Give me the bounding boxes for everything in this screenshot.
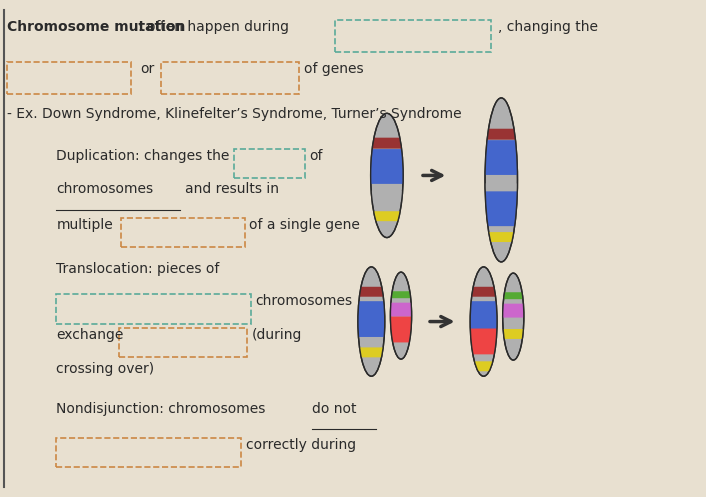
Text: of genes: of genes [304, 62, 363, 76]
Polygon shape [358, 301, 385, 337]
Text: Nondisjunction: chromosomes: Nondisjunction: chromosomes [56, 402, 266, 415]
Polygon shape [470, 301, 497, 337]
Text: Duplication: changes the: Duplication: changes the [56, 149, 230, 163]
Polygon shape [503, 292, 523, 299]
Ellipse shape [390, 272, 412, 359]
Ellipse shape [470, 267, 497, 376]
Text: or: or [140, 62, 154, 76]
Text: (during: (during [251, 328, 301, 342]
Text: do not: do not [312, 402, 357, 415]
Polygon shape [489, 232, 514, 242]
Text: of a single gene: of a single gene [249, 218, 359, 232]
Polygon shape [390, 317, 412, 342]
Polygon shape [371, 149, 403, 184]
Text: correctly during: correctly during [246, 438, 356, 452]
Text: chromosomes: chromosomes [256, 294, 353, 308]
Ellipse shape [358, 267, 385, 376]
Ellipse shape [485, 98, 517, 262]
Text: of: of [309, 149, 323, 163]
Ellipse shape [503, 273, 524, 360]
Text: and results in: and results in [185, 182, 279, 196]
Polygon shape [485, 183, 517, 194]
Text: : often happen during: : often happen during [138, 20, 289, 34]
Text: Chromosome mutation: Chromosome mutation [7, 20, 186, 34]
Text: , changing the: , changing the [498, 20, 598, 34]
Polygon shape [474, 361, 493, 371]
Polygon shape [487, 129, 515, 140]
Polygon shape [359, 287, 383, 297]
Polygon shape [503, 329, 523, 339]
Polygon shape [372, 138, 402, 149]
Polygon shape [470, 329, 497, 354]
Polygon shape [390, 303, 412, 317]
Polygon shape [373, 211, 400, 221]
Text: - Ex. Down Syndrome, Klinefelter’s Syndrome, Turner’s Syndrome: - Ex. Down Syndrome, Klinefelter’s Syndr… [7, 107, 462, 121]
Text: crossing over): crossing over) [56, 362, 155, 376]
Text: chromosomes: chromosomes [56, 182, 154, 196]
Polygon shape [503, 304, 524, 318]
Polygon shape [391, 291, 411, 298]
Polygon shape [371, 191, 402, 202]
Polygon shape [472, 287, 496, 297]
Polygon shape [485, 191, 517, 226]
Ellipse shape [371, 113, 403, 238]
Text: multiple: multiple [56, 218, 113, 232]
Text: Translocation: pieces of: Translocation: pieces of [56, 262, 220, 276]
Text: exchange: exchange [56, 328, 124, 342]
Polygon shape [485, 140, 517, 175]
Polygon shape [359, 347, 383, 357]
